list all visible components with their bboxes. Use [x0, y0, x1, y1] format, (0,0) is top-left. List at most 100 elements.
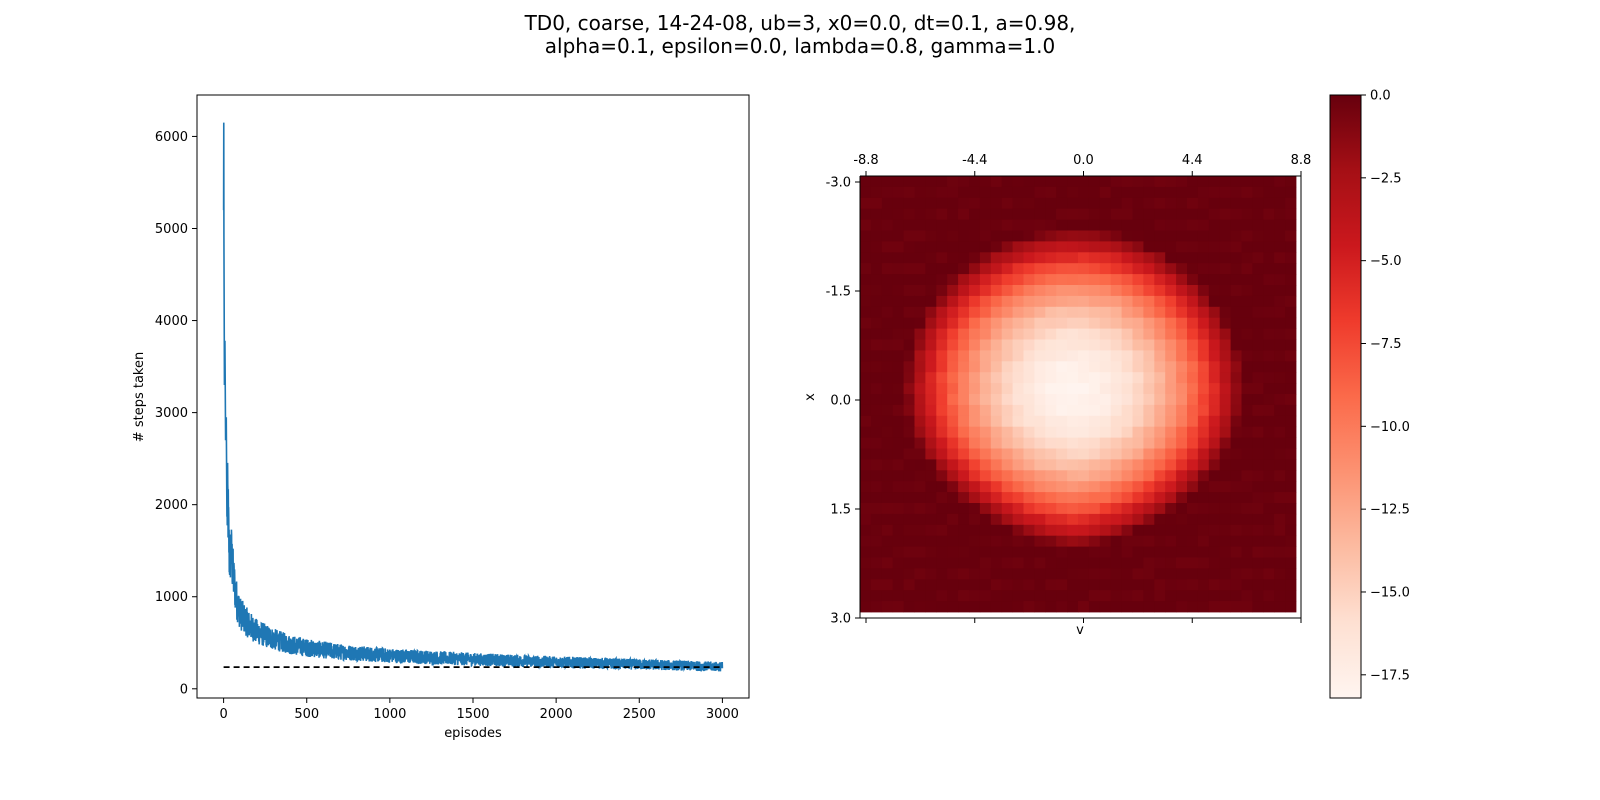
- heatmap-cell: [1187, 176, 1199, 188]
- heatmap-cell: [860, 350, 872, 362]
- heatmap-cell: [925, 448, 937, 460]
- heatmap-cell: [1187, 481, 1199, 493]
- heatmap-cell: [1067, 186, 1079, 199]
- heatmap-cell: [1154, 295, 1166, 308]
- heatmap-cell: [914, 590, 926, 602]
- heatmap-cell: [1034, 437, 1046, 449]
- heatmap-cell: [1099, 219, 1112, 231]
- heatmap-cell: [1034, 513, 1046, 526]
- x-tick-label: 3000: [706, 707, 739, 722]
- heatmap-cell: [1285, 503, 1297, 515]
- heatmap-cell: [1154, 339, 1166, 351]
- heatmap-cell: [1088, 241, 1101, 253]
- heatmap-cell: [1197, 197, 1210, 210]
- heatmap-cell: [1023, 339, 1035, 351]
- heatmap-cell: [1285, 306, 1297, 319]
- heatmap-cell: [1001, 503, 1013, 515]
- heatmap-cell: [1045, 394, 1057, 406]
- heatmap-cell: [1241, 241, 1253, 253]
- heatmap-cell: [1230, 306, 1242, 319]
- heatmap-cell: [958, 295, 970, 308]
- heatmap-cell: [990, 524, 1003, 537]
- colorbar-tick-label: −17.5: [1370, 668, 1410, 683]
- heatmap-cell: [1187, 437, 1199, 449]
- heatmap-cell: [914, 285, 926, 297]
- heatmap-cell: [1165, 263, 1177, 275]
- heatmap-cell: [1274, 306, 1286, 319]
- heatmap-cell: [1056, 492, 1068, 504]
- heatmap-cell: [1197, 295, 1210, 308]
- heatmap-cell: [969, 219, 981, 231]
- heatmap-cell: [1045, 492, 1057, 504]
- heatmap-cell: [1132, 448, 1144, 460]
- heatmap-cell: [1034, 219, 1046, 231]
- heatmap-cell: [1099, 394, 1112, 406]
- heatmap-cell: [1078, 568, 1090, 580]
- heatmap-cell: [1263, 208, 1275, 220]
- heatmap-cell: [1176, 459, 1188, 471]
- heatmap-cell: [914, 230, 926, 242]
- heatmap-cell: [1023, 513, 1035, 526]
- heatmap-cell: [947, 568, 959, 580]
- heatmap-cell: [958, 535, 970, 547]
- heatmap-cell: [1012, 503, 1024, 515]
- heatmap-cell: [1165, 339, 1177, 351]
- heatmap-cell: [914, 176, 926, 188]
- heatmap-cell: [1219, 372, 1231, 384]
- heatmap-cell: [1121, 295, 1133, 308]
- heatmap-cell: [1121, 459, 1133, 471]
- heatmap-cell: [947, 481, 959, 493]
- heatmap-cell: [1121, 208, 1133, 220]
- heatmap-cell: [1274, 437, 1286, 449]
- heatmap-cell: [947, 492, 959, 504]
- heatmap-cell: [881, 285, 894, 297]
- heatmap-cell: [903, 186, 915, 199]
- heatmap-cell: [947, 219, 959, 231]
- heatmap-cell: [1154, 197, 1166, 210]
- heatmap-cell: [1252, 230, 1264, 242]
- heatmap-cell: [1012, 328, 1024, 340]
- heatmap-cell: [1056, 404, 1068, 417]
- heatmap-cell: [990, 230, 1003, 242]
- heatmap-cell: [979, 219, 992, 231]
- heatmap-cell: [1285, 274, 1297, 286]
- heatmap-cell: [1252, 557, 1264, 569]
- heatmap-cell: [1099, 404, 1112, 417]
- heatmap-cell: [925, 568, 937, 580]
- heatmap-cell: [947, 339, 959, 351]
- heatmap-cell: [1197, 186, 1210, 199]
- heatmap-cell: [1034, 590, 1046, 602]
- heatmap-cell: [1241, 350, 1253, 362]
- heatmap-cell: [1208, 404, 1221, 417]
- heatmap-cell: [979, 339, 992, 351]
- heatmap-cell: [1241, 601, 1253, 613]
- heatmap-cell: [1208, 513, 1221, 526]
- heatmap-cell: [990, 394, 1003, 406]
- heatmap-cell: [1263, 361, 1275, 373]
- heatmap-cell: [1176, 601, 1188, 613]
- heatmap-cell: [914, 448, 926, 460]
- heatmap-cell: [1088, 557, 1101, 569]
- heatmap-cell: [1045, 306, 1057, 319]
- heatmap-cell: [1121, 317, 1133, 329]
- heatmap-cell: [1132, 426, 1144, 438]
- heatmap-cell: [1121, 339, 1133, 351]
- heatmap-cell: [1241, 546, 1253, 558]
- heatmap-cell: [969, 274, 981, 286]
- heatmap-cell: [1165, 426, 1177, 438]
- heatmap-cell: [1088, 579, 1101, 591]
- heatmap-cell: [1230, 274, 1242, 286]
- heatmap-cell: [1110, 372, 1122, 384]
- heatmap-cell: [860, 230, 872, 242]
- heatmap-cell: [1154, 459, 1166, 471]
- heatmap-cell: [1143, 263, 1155, 275]
- heatmap-cell: [1241, 568, 1253, 580]
- heatmap-cell: [990, 186, 1003, 199]
- heatmap-cell: [903, 383, 915, 395]
- heatmap-cell: [1067, 176, 1079, 188]
- heatmap-cell: [870, 492, 883, 504]
- heatmap-cell: [1012, 186, 1024, 199]
- heatmap-cell: [990, 470, 1003, 482]
- heatmap-cell: [1165, 383, 1177, 395]
- heatmap-cell: [881, 339, 894, 351]
